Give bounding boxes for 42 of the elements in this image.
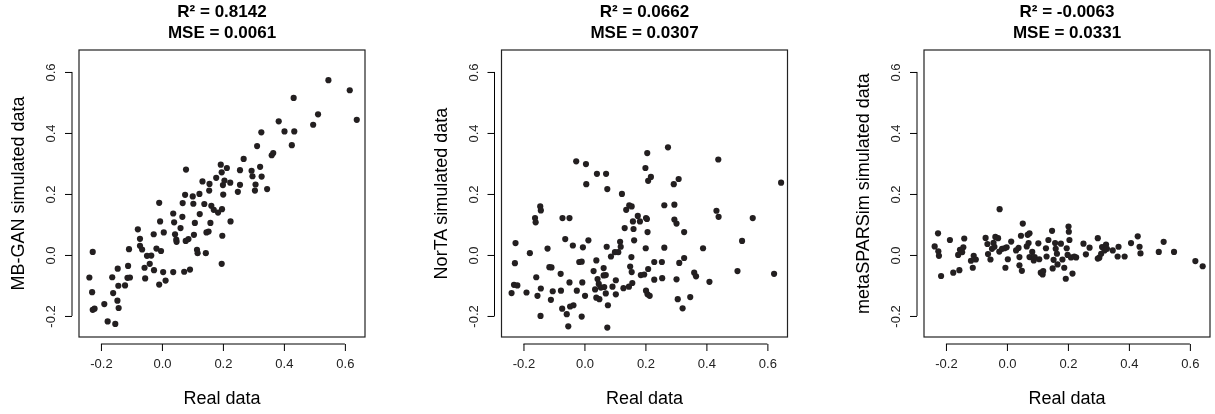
y-axis-title: NorTA simulated data [430,106,451,280]
y-tick-label: 0.0 [43,246,58,265]
x-axis-title: Real data [1028,388,1107,408]
x-tick-label: -0.2 [512,356,536,372]
x-tick-label: -0.2 [90,356,113,372]
y-tick-label: 0.0 [465,246,481,265]
x-tick-label: 0.0 [153,356,172,372]
y-tick-label: -0.2 [43,305,58,328]
x-tick-label: 0.4 [275,356,294,372]
x-tick-label: 0.6 [1181,356,1200,372]
y-tick-label: 0.2 [43,185,58,204]
chart-title: R² = 0.8142 [177,2,267,21]
y-tick-label: 0.4 [888,124,903,143]
x-tick-label: 0.2 [636,356,655,372]
x-tick-label: 0.2 [214,356,233,372]
x-axis-title: Real data [183,388,262,408]
x-tick-label: -0.2 [935,356,958,372]
x-axis-title: Real data [605,388,685,408]
x-tick-label: 0.0 [998,356,1017,372]
chart-subtitle: MSE = 0.0061 [167,23,277,42]
y-axis-title: MB-GAN simulated data [8,95,28,291]
x-tick-label: 0.4 [1120,356,1139,372]
y-tick-label: 0.2 [465,185,481,204]
y-tick-label: 0.0 [888,246,903,265]
x-tick-label: 0.6 [336,356,355,372]
chart-title: R² = -0.0063 [1019,2,1115,21]
y-tick-label: 0.6 [888,63,903,82]
y-tick-label: 0.6 [465,63,481,82]
chart-subtitle: MSE = 0.0331 [1012,23,1122,42]
y-tick-label: -0.2 [465,305,481,328]
chart-subtitle: MSE = 0.0307 [590,23,699,42]
y-axis-title: metaSPARSim simulated data [853,72,873,314]
x-tick-label: 0.4 [697,356,716,372]
x-tick-label: 0.2 [1059,356,1078,372]
y-tick-label: 0.4 [465,124,481,143]
y-tick-label: 0.4 [43,124,58,143]
x-tick-label: 0.0 [575,356,594,372]
chart-title: R² = 0.0662 [599,2,690,21]
y-tick-label: -0.2 [888,305,903,328]
y-tick-label: 0.2 [888,185,903,204]
y-tick-label: 0.6 [43,63,58,82]
x-tick-label: 0.6 [758,356,777,372]
